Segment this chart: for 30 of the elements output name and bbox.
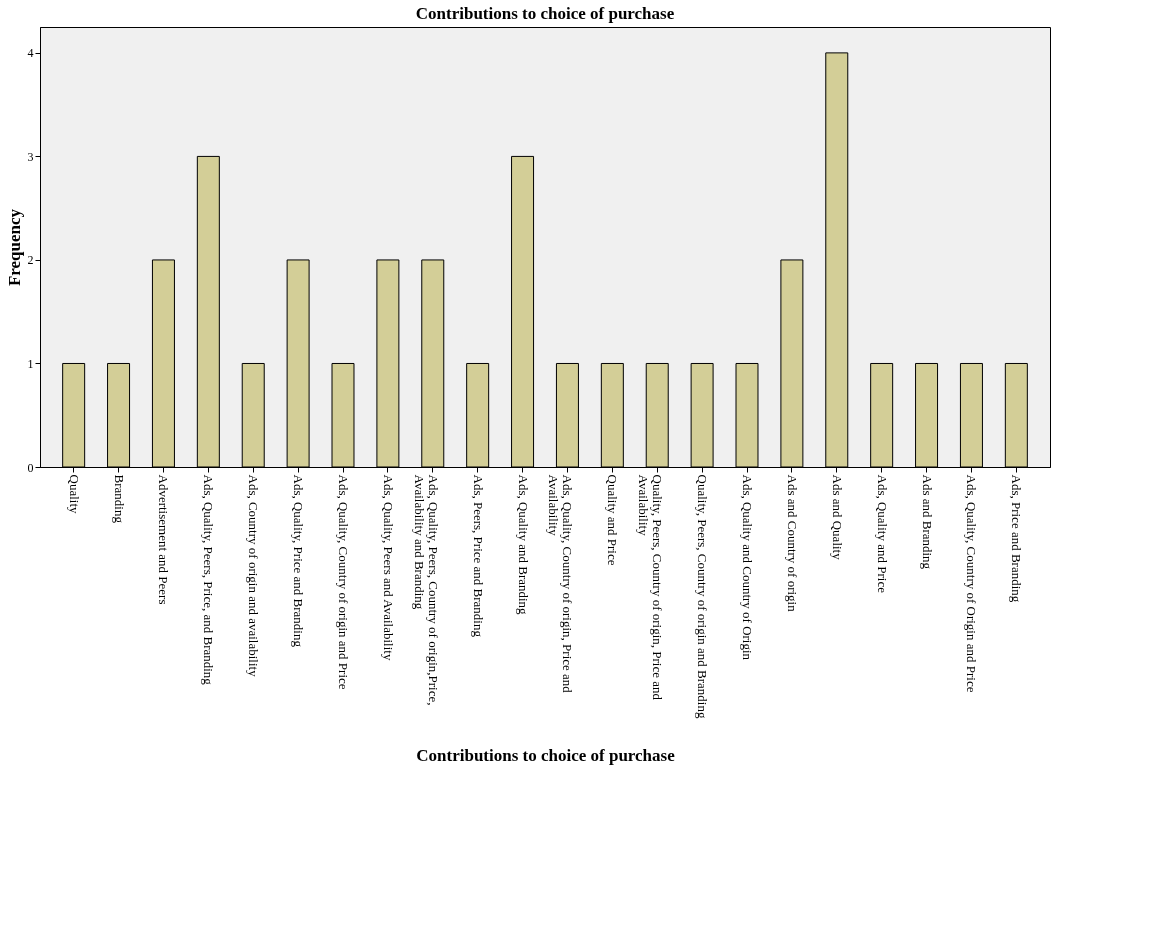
x-tick-label: Ads, Price and Branding [1009, 474, 1025, 603]
x-tick-label: Ads and Country of origin [784, 474, 800, 613]
chart-title: Contributions to choice of purchase [415, 4, 675, 23]
y-axis-title: Frequency [4, 208, 24, 287]
x-tick-label: Ads, Country of origin and availability [246, 474, 262, 678]
x-axis-title: Contributions to choice of purchase [416, 745, 676, 765]
x-tick-label: Ads, Quality, Price and Branding [291, 474, 307, 648]
x-tick-label: Ads, Quality, Country of origin, Price and Availability [546, 474, 576, 694]
x-tick-label: Ads, Quality, Peers, Price, and Branding [201, 474, 217, 686]
y-tick-label: 3 [27, 149, 34, 164]
x-tick-label: Quality, Peers, Country of origin and Branding [695, 474, 711, 719]
y-tick-label: 0 [27, 460, 34, 475]
x-tick-label: Ads, Quality and Country of Origin [740, 474, 755, 661]
y-tick-label: 4 [27, 46, 34, 61]
x-tick-label: Ads, Peers, Price and Branding [470, 474, 486, 638]
x-tick-label: Ads, Quality, Peers, Country of origin,Price, Availability and Branding [411, 474, 441, 706]
x-tick-label: Ads and Quality [829, 474, 845, 561]
x-tick-label: Ads, Quality, Peers and Availability [380, 474, 396, 661]
x-tick-label: Ads, Quality and Price [874, 474, 890, 594]
x-tick-label: Advertisement and Peers [156, 474, 172, 605]
y-tick-label: 1 [27, 356, 34, 371]
x-tick-label: Ads and Branding [919, 474, 935, 570]
y-tick-label: 2 [27, 253, 34, 268]
x-tick-label: Quality [66, 474, 82, 514]
x-tick-label: Quality and Price [605, 474, 621, 566]
x-tick-label: Ads, Quality, Country of Origin and Price [964, 474, 980, 693]
x-tick-label: Branding [111, 474, 127, 524]
x-tick-label: Quality, Peers, Country of origin, Price and Availability [636, 474, 666, 701]
x-tick-label: Ads, Quality, Country of origin and Price [336, 474, 351, 690]
x-tick-label: Ads, Quality and Branding [515, 474, 531, 616]
